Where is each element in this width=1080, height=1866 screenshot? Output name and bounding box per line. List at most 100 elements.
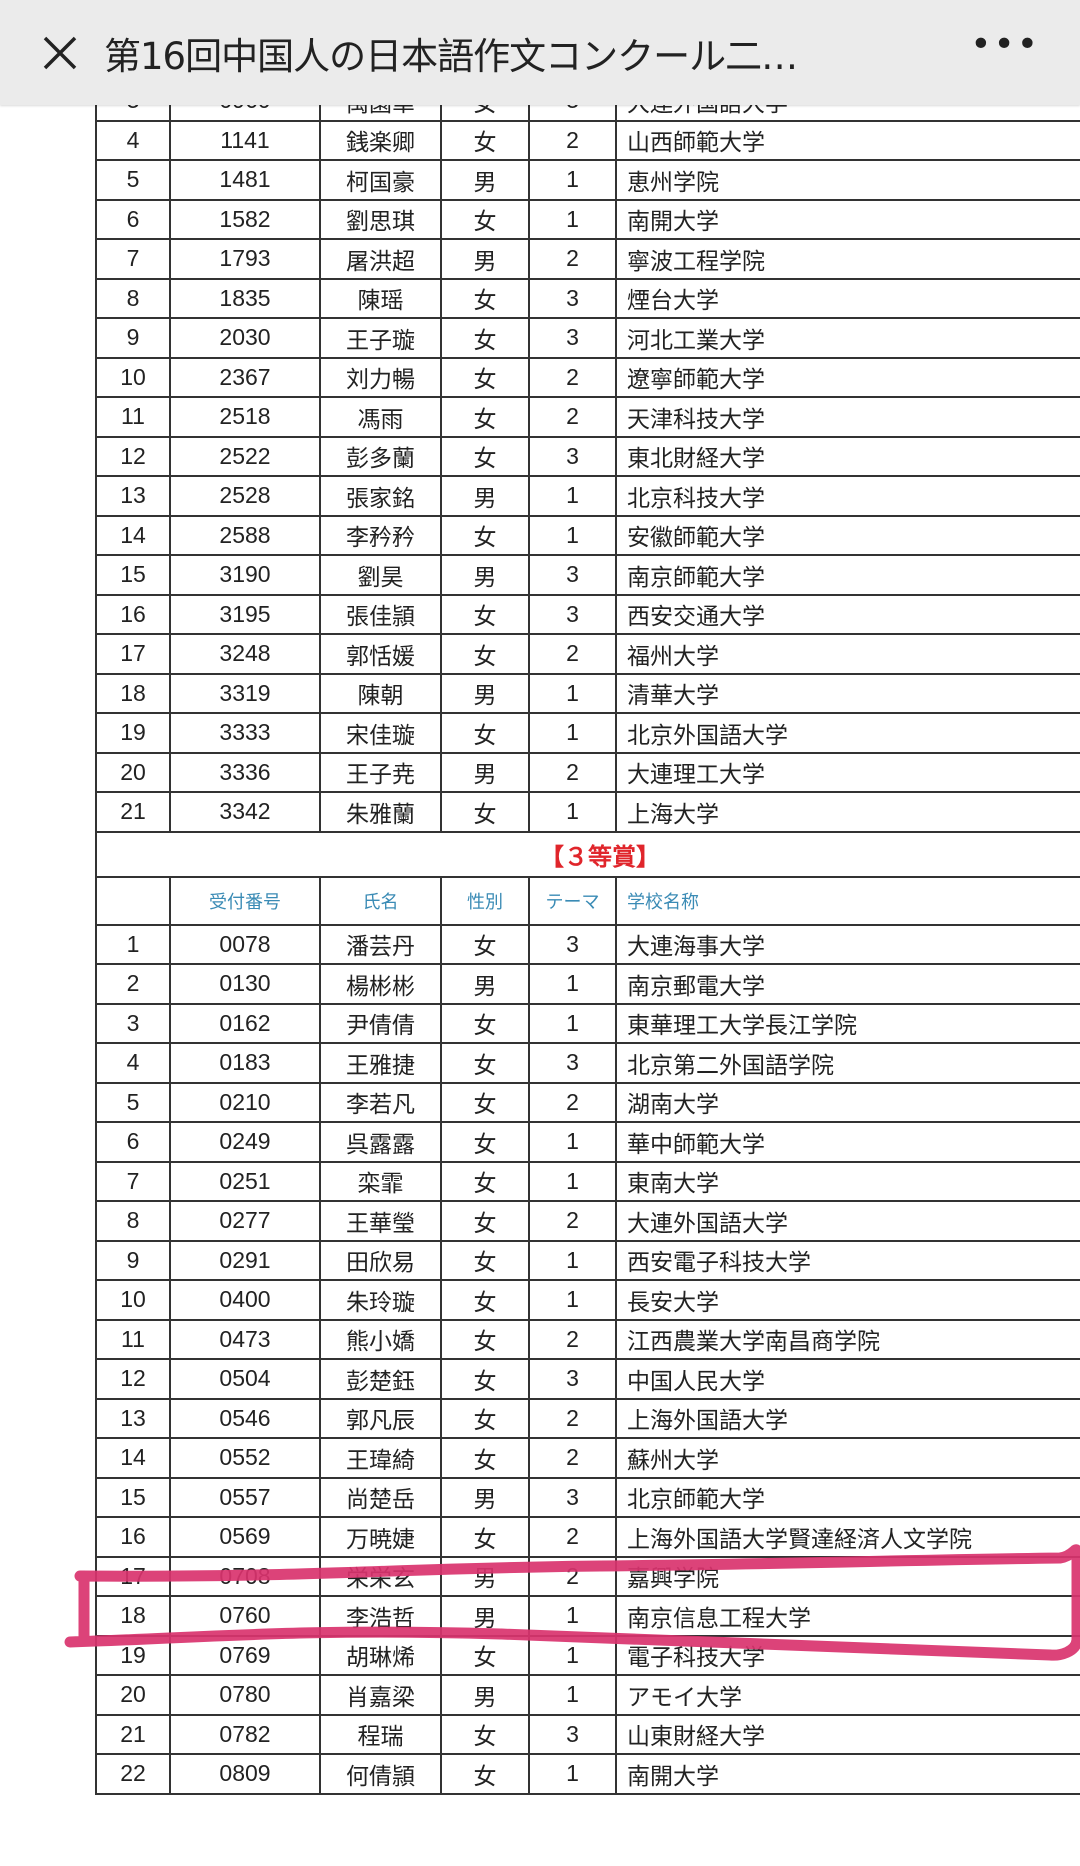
cell-gender: 女 [440,396,530,438]
cell-gender: 女 [440,1516,530,1558]
cell-school: 遼寧師範大学 [615,356,1080,398]
cell-theme: 1 [528,1674,617,1716]
table-row: 16 0569 万暁婕女 2 上海外国語大学賢達経済人文学院 [95,1516,1080,1558]
cell-theme: 2 [528,1555,617,1597]
cell-index: 7 [95,1160,171,1202]
cell-theme: 1 [528,1002,617,1044]
cell-theme: 3 [528,277,617,319]
cell-school: 東華理工大学長江学院 [615,1002,1080,1044]
cell-theme: 1 [528,1753,617,1795]
cell-gender: 男 [440,238,530,280]
cell-gender: 女 [440,712,530,754]
cell-theme: 2 [528,1516,617,1558]
section-title-row: 【３等賞】 [95,830,1080,878]
table-row: 9 2030 王子璇女 3 河北工業大学 [95,317,1080,359]
cell-name: 刘力暢 [319,356,442,398]
cell-gender: 女 [440,1713,530,1755]
cell-number: 3333 [169,712,321,754]
table-row: 15 0557 尚楚岳男 3 北京師範大学 [95,1476,1080,1518]
cell-school: 上海外国語大学賢達経済人文学院 [615,1516,1080,1558]
cell-school: 西安交通大学 [615,593,1080,635]
cell-school: 蘇州大学 [615,1437,1080,1479]
table-row: 11 0473 熊小嬌女 2 江西農業大学南昌商学院 [95,1318,1080,1360]
cell-gender: 女 [440,514,530,556]
more-dots-icon[interactable]: ••• [970,24,1040,65]
cell-school: 北京外国語大学 [615,712,1080,754]
cell-name: 劉思琪 [319,198,442,240]
cell-theme: 1 [528,963,617,1005]
cell-number: 0546 [169,1397,321,1439]
table-row: 13 2528 張家銘男 1 北京科技大学 [95,475,1080,517]
cell-name: 李浩哲 [319,1595,442,1637]
cell-school: 南京信息工程大学 [615,1595,1080,1637]
cell-number: 0769 [169,1634,321,1676]
cell-name: 屠洪超 [319,238,442,280]
cell-theme: 1 [528,475,617,517]
cell-name: 陳瑶 [319,277,442,319]
cell-index: 2 [95,963,171,1005]
cell-index: 16 [95,593,171,635]
cell-number: 2367 [169,356,321,398]
table-row: 18 0760 李浩哲男 1 南京信息工程大学 [95,1595,1080,1637]
top-bar: 第16回中国人の日本語作文コンクール二… ••• [0,0,1080,105]
cell-theme: 1 [528,159,617,201]
cell-name: 郭恬媛 [319,633,442,675]
cell-theme: 2 [528,238,617,280]
cell-gender: 女 [440,1200,530,1242]
cell-number: 0552 [169,1437,321,1479]
table-row: 16 3195 張佳頴女 3 西安交通大学 [95,593,1080,635]
cell-gender: 女 [440,1318,530,1360]
table-row: 4 1141 銭楽卿女 2 山西師範大学 [95,119,1080,161]
close-button[interactable] [30,23,90,83]
cell-school: 南京郵電大学 [615,963,1080,1005]
cell-number: 2528 [169,475,321,517]
cell-school: 大連理工大学 [615,751,1080,793]
cell-school: 上海外国語大学 [615,1397,1080,1439]
cell-name: 王子璇 [319,317,442,359]
cell-number: 0760 [169,1595,321,1637]
cell-gender: 女 [440,435,530,477]
cell-school: 江西農業大学南昌商学院 [615,1318,1080,1360]
cell-index: 20 [95,751,171,793]
cell-school: 南京師範大学 [615,554,1080,596]
table-row: 13 0546 郭凡辰女 2 上海外国語大学 [95,1397,1080,1439]
cell-name: 楊彬彬 [319,963,442,1005]
cell-number: 2588 [169,514,321,556]
cell-index: 7 [95,238,171,280]
cell-number: 0809 [169,1753,321,1795]
cell-name: 宋佳璇 [319,712,442,754]
cell-index: 17 [95,1555,171,1597]
cell-number: 3342 [169,791,321,833]
cell-number: 0569 [169,1516,321,1558]
cell-index: 10 [95,356,171,398]
cell-theme: 3 [528,554,617,596]
cell-index: 12 [95,1358,171,1400]
cell-name: 熊小嬌 [319,1318,442,1360]
cell-gender: 女 [440,277,530,319]
cell-name: 尚楚岳 [319,1476,442,1518]
cell-name: 万暁婕 [319,1516,442,1558]
cell-number: 0078 [169,923,321,965]
cell-school: 電子科技大学 [615,1634,1080,1676]
cell-number: 3195 [169,593,321,635]
cell-index: 17 [95,633,171,675]
cell-name: 張佳頴 [319,593,442,635]
column-header-row: 受付番号 氏名 性別 テーマ 学校名称 [95,875,1080,926]
cell-index: 21 [95,1713,171,1755]
table-row: 7 0251 栾霏女 1 東南大学 [95,1160,1080,1202]
cell-name: 劉昊 [319,554,442,596]
cell-gender: 女 [440,1081,530,1123]
cell-index: 18 [95,1595,171,1637]
cell-school: 山西師範大学 [615,119,1080,161]
cell-theme: 1 [528,712,617,754]
cell-number: 0708 [169,1555,321,1597]
table-row: 1 0078 潘芸丹女 3 大連海事大学 [95,923,1080,965]
cell-theme: 2 [528,1200,617,1242]
cell-number: 3319 [169,672,321,714]
cell-theme: 2 [528,633,617,675]
cell-number: 1835 [169,277,321,319]
cell-number: 1793 [169,238,321,280]
table-row: 9 0291 田欣易女 1 西安電子科技大学 [95,1239,1080,1281]
cell-index: 9 [95,1239,171,1281]
cell-index: 6 [95,198,171,240]
